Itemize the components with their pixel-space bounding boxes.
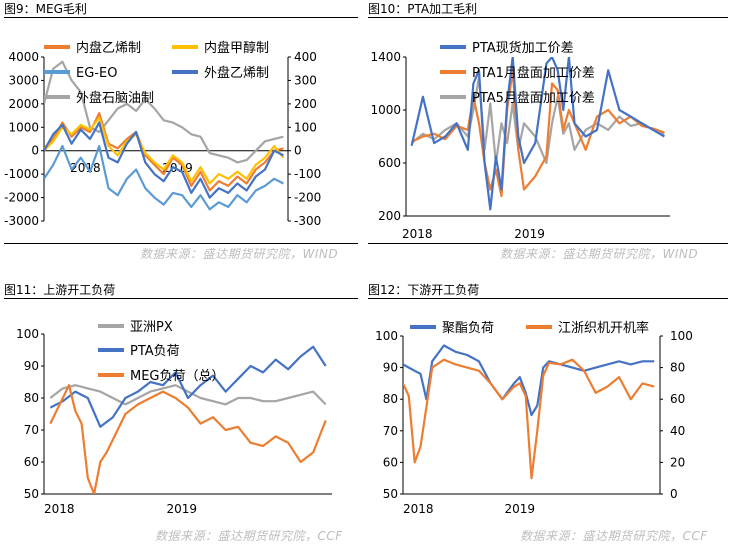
- y-tick-label-right: 100: [294, 120, 317, 134]
- title-underline-meg: [4, 17, 358, 18]
- chart-title-downstream: 图12：下游开工负荷: [368, 283, 480, 297]
- y-tick-label-left: 1000: [8, 120, 39, 134]
- y-tick-label-right: 400: [294, 50, 317, 64]
- y-tick-label-right: 40: [670, 424, 685, 438]
- y-tick-label-left: 60: [24, 455, 39, 469]
- source-note-bottom-left: 数据来源：盛达期货研究院，CCF: [155, 529, 343, 543]
- chart-upstream: 100 90 80 70 60 50 2018 2019 亚洲PX PTA负荷 MEG负荷（总）: [16, 320, 332, 516]
- chart-title-upstream: 图11：上游开工负荷: [4, 283, 116, 297]
- series-line-EG-EO: [44, 144, 284, 211]
- series-line-内盘甲醇制: [44, 116, 285, 185]
- y-tick-label-left: 100: [375, 329, 398, 343]
- chart-meg: 40003000200010000-1000-2000-300040030020…: [4, 40, 321, 228]
- y-tick-label-left: 3000: [8, 73, 39, 87]
- y-tick-label-left: 60: [383, 455, 398, 469]
- series-group: [44, 60, 285, 211]
- legend-label: PTA5月盘面加工价差: [472, 90, 595, 106]
- x-tick-label: 2019: [505, 502, 536, 516]
- y-tick-label-left: -3000: [4, 214, 39, 228]
- series-line-PTA负荷: [49, 345, 327, 428]
- legend-label: 外盘石脑油制: [76, 90, 154, 106]
- y-tick-label-left: 90: [383, 361, 398, 375]
- y-tick-label-left: 4000: [8, 50, 39, 64]
- chart-downstream: 100 90 80 70 60 50 100 80 60 40 20 0 2018 2019 聚酯负荷 江浙织…: [375, 320, 693, 516]
- chart-title-pta: 图10：PTA加工毛利: [368, 2, 478, 16]
- y-tick-label-left: 1400: [370, 50, 401, 64]
- y-tick-label-right: 200: [294, 97, 317, 111]
- x-tick-label: 2019: [166, 502, 197, 516]
- legend-label: 江浙织机开机率: [558, 320, 649, 336]
- series-group: [403, 344, 655, 480]
- legend-label: 内盘乙烯制: [76, 40, 141, 56]
- legend-label: 外盘乙烯制: [204, 65, 269, 81]
- legend-label: PTA现货加工价差: [472, 40, 574, 56]
- y-tick-label-left: 0: [31, 144, 39, 158]
- y-tick-label-right: 20: [670, 455, 685, 469]
- series-group: [410, 57, 665, 211]
- series-line-MEG负荷（总）: [49, 384, 327, 494]
- y-tick-label-right: 100: [670, 329, 693, 343]
- series-line-江浙织机开机率: [403, 358, 655, 480]
- y-tick-label-left: 50: [24, 487, 39, 501]
- y-tick-label-left: 2000: [8, 97, 39, 111]
- legend-label: PTA负荷: [130, 344, 180, 359]
- legend-label: PTA1月盘面加工价差: [472, 65, 595, 81]
- source-note-top-left: 数据来源：盛达期货研究院，WIND: [140, 247, 339, 261]
- y-tick-label-right: -200: [294, 191, 321, 205]
- y-tick-label-left: 70: [383, 424, 398, 438]
- y-tick-label-right: -300: [294, 214, 321, 228]
- title-underline-pta: [368, 17, 728, 18]
- series-line-PTA5月盘面加工价差: [410, 75, 665, 165]
- y-tick-label-left: 50: [383, 487, 398, 501]
- series-line-PTA1月盘面加工价差: [411, 69, 665, 198]
- legend-label: 聚酯负荷: [442, 321, 494, 336]
- y-tick-label-right: 0: [670, 487, 678, 501]
- legend-label: MEG负荷（总）: [130, 369, 225, 384]
- y-tick-label-left: -1000: [4, 167, 39, 181]
- y-tick-label-left: 200: [378, 209, 401, 223]
- chart-title-meg: 图9：MEG毛利: [4, 2, 87, 16]
- title-underline-upstream: [4, 298, 358, 299]
- source-note-bottom-right: 数据来源：盛达期货研究院，CCF: [520, 529, 708, 543]
- y-tick-label-left: 90: [24, 359, 39, 373]
- title-underline-downstream: [368, 298, 728, 299]
- series-line-亚洲PX: [49, 384, 327, 406]
- y-tick-label-left: 70: [24, 423, 39, 437]
- series-line-外盘石脑油制: [44, 60, 284, 164]
- y-tick-label-right: -100: [294, 167, 321, 181]
- bottom-rule-top-right: [368, 243, 728, 244]
- y-tick-label-left: 80: [383, 392, 398, 406]
- legend-label: EG-EO: [76, 66, 117, 81]
- series-line-内盘乙烯制: [44, 112, 284, 192]
- series-line-外盘乙烯制: [44, 121, 284, 199]
- x-tick-label: 2018: [403, 502, 434, 516]
- y-tick-label-right: 0: [294, 144, 302, 158]
- legend-label: 亚洲PX: [130, 320, 173, 335]
- series-line-PTA现货加工价差: [410, 57, 665, 211]
- y-tick-label-left: 600: [378, 156, 401, 170]
- y-tick-label-right: 80: [670, 361, 685, 375]
- source-note-top-right: 数据来源：盛达期货研究院，WIND: [500, 247, 699, 261]
- x-tick-label: 2018: [402, 227, 433, 241]
- x-tick-label: 2019: [514, 227, 545, 241]
- y-tick-label-left: 100: [16, 327, 39, 341]
- series-group: [49, 345, 327, 494]
- y-tick-label-left: 1000: [370, 103, 401, 117]
- y-tick-label-left: 80: [24, 391, 39, 405]
- y-tick-label-left: -2000: [4, 191, 39, 205]
- x-tick-label: 2018: [44, 502, 75, 516]
- legend-label: 内盘甲醇制: [204, 40, 269, 56]
- y-tick-label-right: 300: [294, 73, 317, 87]
- y-tick-label-right: 60: [670, 392, 685, 406]
- bottom-rule-top-left: [4, 243, 358, 244]
